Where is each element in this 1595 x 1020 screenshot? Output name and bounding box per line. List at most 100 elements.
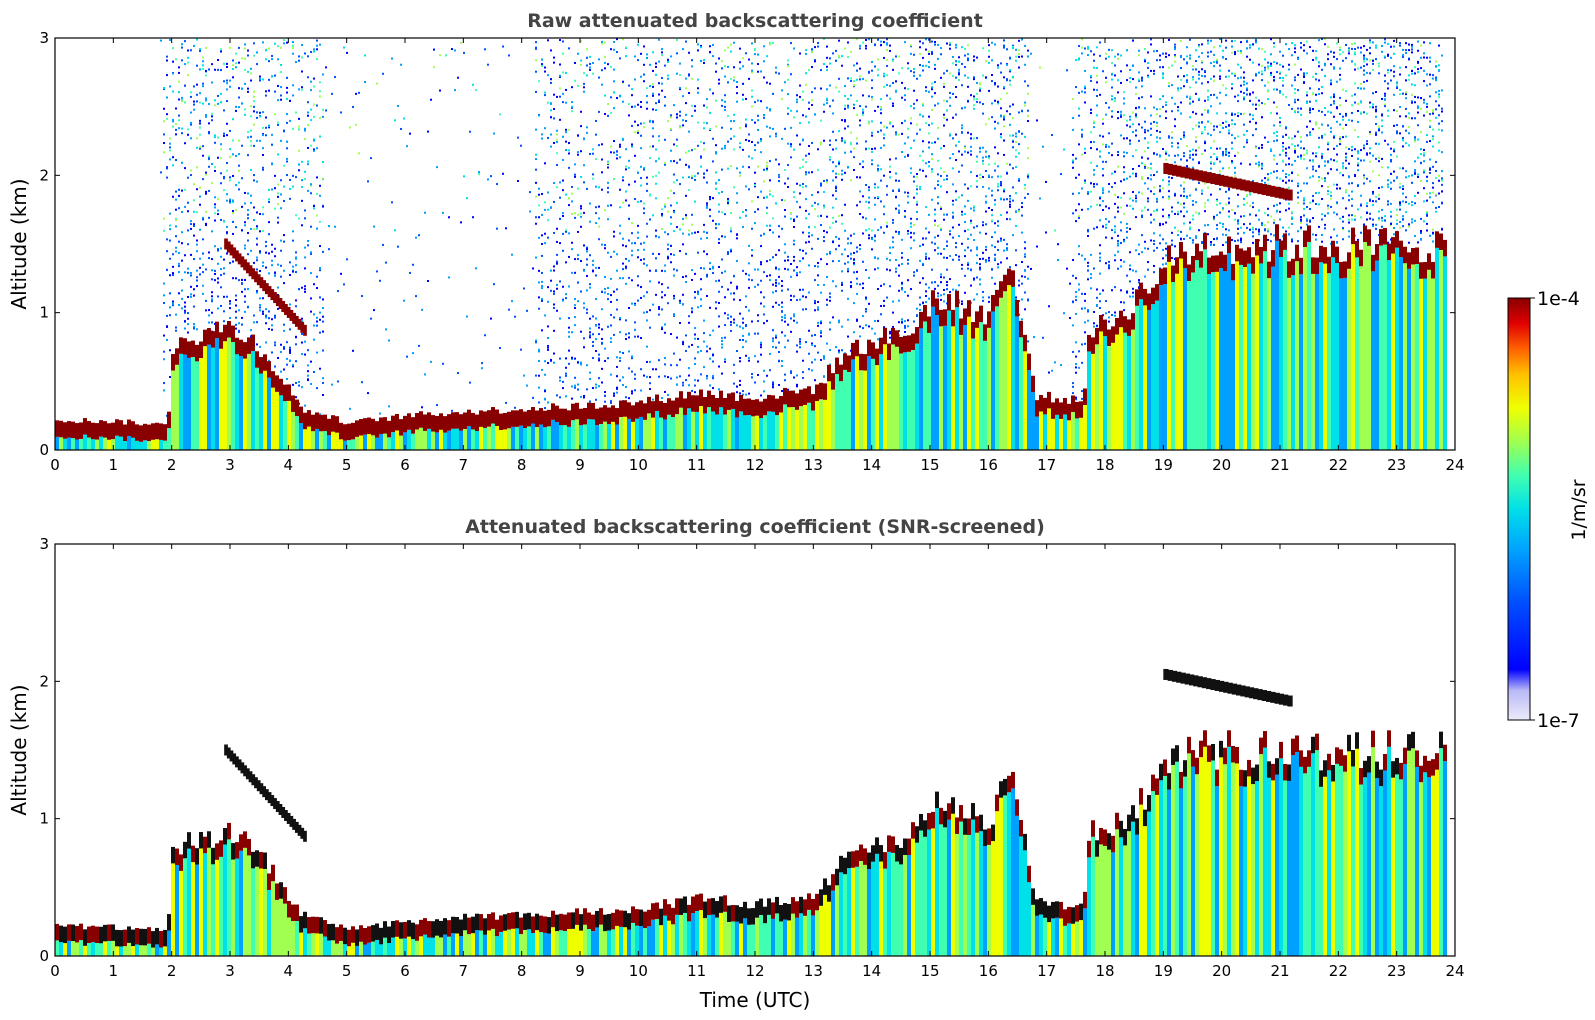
top-noise-pixel [277, 195, 279, 198]
top-noise-pixel [781, 280, 783, 283]
top-noise-pixel [664, 203, 666, 206]
top-noise-pixel [169, 224, 171, 227]
top-noise-pixel [847, 267, 849, 270]
top-noise-pixel [733, 363, 735, 366]
top-noise-pixel [1117, 165, 1119, 168]
top-noise-pixel [904, 87, 906, 90]
top-noise-pixel [973, 78, 975, 81]
top-noise-pixel [955, 113, 957, 116]
top-noise-pixel [208, 68, 210, 71]
top-noise-pixel [1213, 93, 1215, 96]
top-noise-pixel [856, 137, 858, 140]
top-noise-pixel [163, 133, 165, 136]
top-noise-pixel [961, 213, 963, 216]
top-noise-pixel [586, 187, 588, 190]
top-noise-pixel [280, 370, 282, 373]
top-noise-pixel [955, 76, 957, 79]
top-noise-pixel [682, 384, 684, 387]
top-noise-pixel [934, 43, 936, 46]
top-noise-pixel [1105, 262, 1107, 265]
top-noise-pixel [985, 260, 987, 263]
top-noise-pixel [277, 84, 279, 87]
top-noise-pixel [841, 178, 843, 181]
top-noise-pixel [1168, 154, 1170, 157]
top-noise-pixel [703, 332, 705, 335]
top-noise-pixel [1168, 197, 1170, 200]
top-noise-pixel [988, 296, 990, 299]
top-noise-pixel [796, 374, 798, 377]
top-noise-pixel [229, 302, 231, 305]
top-noise-pixel [1045, 231, 1047, 234]
top-noise-pixel [235, 52, 237, 55]
top-noise-pixel [751, 279, 753, 282]
top-noise-pixel [772, 329, 774, 332]
top-noise-pixel [751, 376, 753, 379]
top-noise-pixel [952, 211, 954, 214]
top-noise-pixel [568, 232, 570, 235]
top-noise-pixel [748, 188, 750, 191]
top-noise-pixel [961, 107, 963, 110]
top-noise-pixel [643, 202, 645, 205]
top-noise-pixel [595, 386, 597, 389]
top-noise-pixel [838, 259, 840, 262]
top-noise-pixel [745, 123, 747, 126]
top-noise-pixel [703, 319, 705, 322]
top-noise-pixel [370, 157, 372, 160]
top-noise-pixel [241, 87, 243, 90]
top-noise-pixel [217, 262, 219, 265]
top-noise-pixel [880, 146, 882, 149]
top-noise-pixel [271, 351, 273, 354]
top-noise-pixel [1171, 257, 1173, 260]
top-noise-pixel [811, 343, 813, 346]
top-noise-pixel [838, 349, 840, 352]
top-noise-pixel [976, 81, 978, 84]
top-noise-pixel [1204, 99, 1206, 102]
top-noise-pixel [871, 69, 873, 72]
top-noise-pixel [646, 182, 648, 185]
top-noise-pixel [928, 160, 930, 163]
top-noise-pixel [1099, 204, 1101, 207]
top-noise-pixel [616, 375, 618, 378]
top-noise-pixel [256, 211, 258, 214]
top-noise-pixel [802, 158, 804, 161]
top-noise-pixel [979, 101, 981, 104]
top-noise-pixel [661, 296, 663, 299]
top-noise-pixel [331, 92, 333, 95]
top-noise-pixel [1174, 55, 1176, 58]
top-noise-pixel [283, 164, 285, 167]
top-noise-pixel [601, 308, 603, 311]
top-noise-pixel [1027, 147, 1029, 150]
top-noise-pixel [1144, 166, 1146, 169]
top-noise-pixel [973, 206, 975, 209]
top-noise-pixel [832, 316, 834, 319]
top-noise-pixel [1090, 182, 1092, 185]
top-noise-pixel [769, 279, 771, 282]
top-noise-pixel [241, 229, 243, 232]
top-noise-pixel [292, 383, 294, 386]
top-noise-pixel [733, 275, 735, 278]
top-noise-pixel [853, 147, 855, 150]
top-noise-pixel [721, 126, 723, 129]
top-noise-pixel [661, 89, 663, 92]
top-noise-pixel [778, 174, 780, 177]
top-noise-pixel [277, 203, 279, 206]
top-noise-pixel [778, 225, 780, 228]
top-noise-pixel [895, 267, 897, 270]
top-noise-pixel [298, 59, 300, 62]
top-noise-pixel [868, 325, 870, 328]
top-noise-pixel [994, 231, 996, 234]
top-noise-pixel [187, 295, 189, 298]
top-noise-pixel [841, 349, 843, 352]
top-noise-pixel [187, 323, 189, 326]
top-noise-pixel [901, 151, 903, 154]
top-noise-pixel [922, 243, 924, 246]
top-noise-pixel [319, 135, 321, 138]
top-noise-pixel [538, 204, 540, 207]
top-noise-pixel [931, 40, 933, 43]
top-noise-pixel [889, 84, 891, 87]
top-noise-pixel [226, 162, 228, 165]
top-noise-pixel [1195, 235, 1197, 238]
top-noise-pixel [748, 244, 750, 247]
top-noise-pixel [1015, 192, 1017, 195]
top-noise-pixel [1201, 74, 1203, 77]
